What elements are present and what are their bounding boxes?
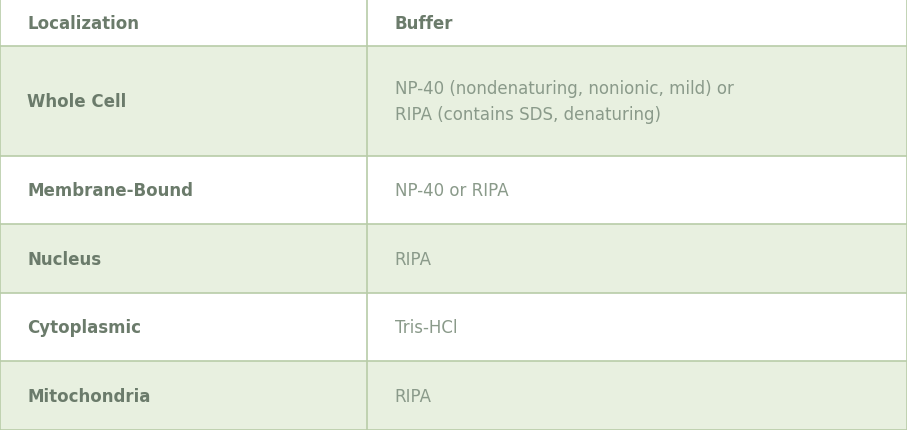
Text: RIPA: RIPA (395, 250, 432, 268)
Bar (0, 225, 907, 293)
Bar (0, 47, 907, 157)
Bar (0, 293, 907, 362)
Text: Membrane-Bound: Membrane-Bound (27, 182, 193, 200)
Text: Whole Cell: Whole Cell (27, 93, 126, 111)
Text: Localization: Localization (27, 15, 139, 33)
Text: Mitochondria: Mitochondria (27, 387, 151, 405)
Text: Buffer: Buffer (395, 15, 453, 33)
Text: RIPA: RIPA (395, 387, 432, 405)
Text: Nucleus: Nucleus (27, 250, 102, 268)
Bar (0, 362, 907, 430)
Text: Tris-HCl: Tris-HCl (395, 319, 457, 336)
Bar (0, 0, 907, 47)
Text: Cytoplasmic: Cytoplasmic (27, 319, 141, 336)
Bar (0, 157, 907, 225)
Text: NP-40 or RIPA: NP-40 or RIPA (395, 182, 508, 200)
Text: NP-40 (nondenaturing, nonionic, mild) or
RIPA (contains SDS, denaturing): NP-40 (nondenaturing, nonionic, mild) or… (395, 80, 734, 124)
